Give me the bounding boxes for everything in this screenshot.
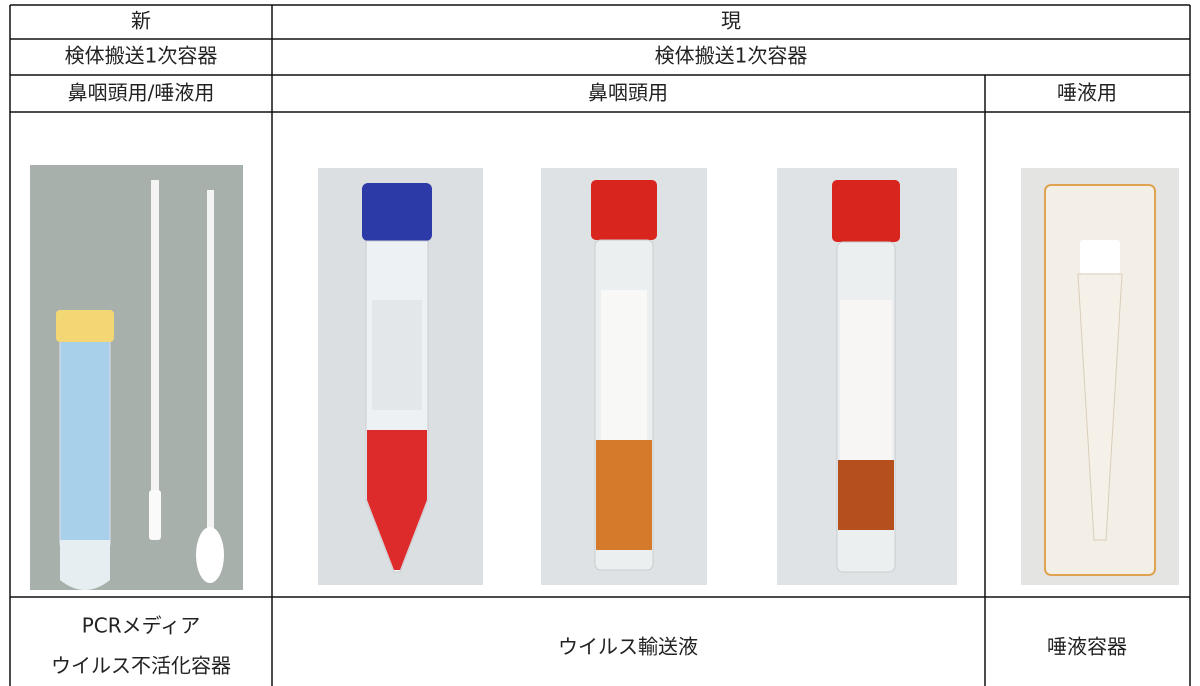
photo-pcr-media <box>30 165 243 590</box>
table-borders <box>9 4 1191 686</box>
cell: 鼻咽頭用/唾液用 <box>68 81 215 105</box>
photo-conical-tube <box>318 168 483 585</box>
cell: 唾液用 <box>1057 81 1117 105</box>
cell: 唾液容器 <box>1047 635 1127 659</box>
cell: PCRメディア <box>82 614 201 638</box>
header-cell: 現 <box>721 9 741 33</box>
photo-saliva-container <box>1021 168 1179 585</box>
cell: 検体搬送1次容器 <box>65 44 218 68</box>
cell: 鼻咽頭用 <box>588 81 668 105</box>
cell: ウイルス不活化容器 <box>51 654 231 678</box>
header-cell: 新 <box>131 9 151 33</box>
cell: 検体搬送1次容器 <box>655 44 808 68</box>
cell: ウイルス輸送液 <box>558 635 698 659</box>
photo-transport-tube-a <box>541 168 707 585</box>
photo-transport-tube-b <box>777 168 957 585</box>
